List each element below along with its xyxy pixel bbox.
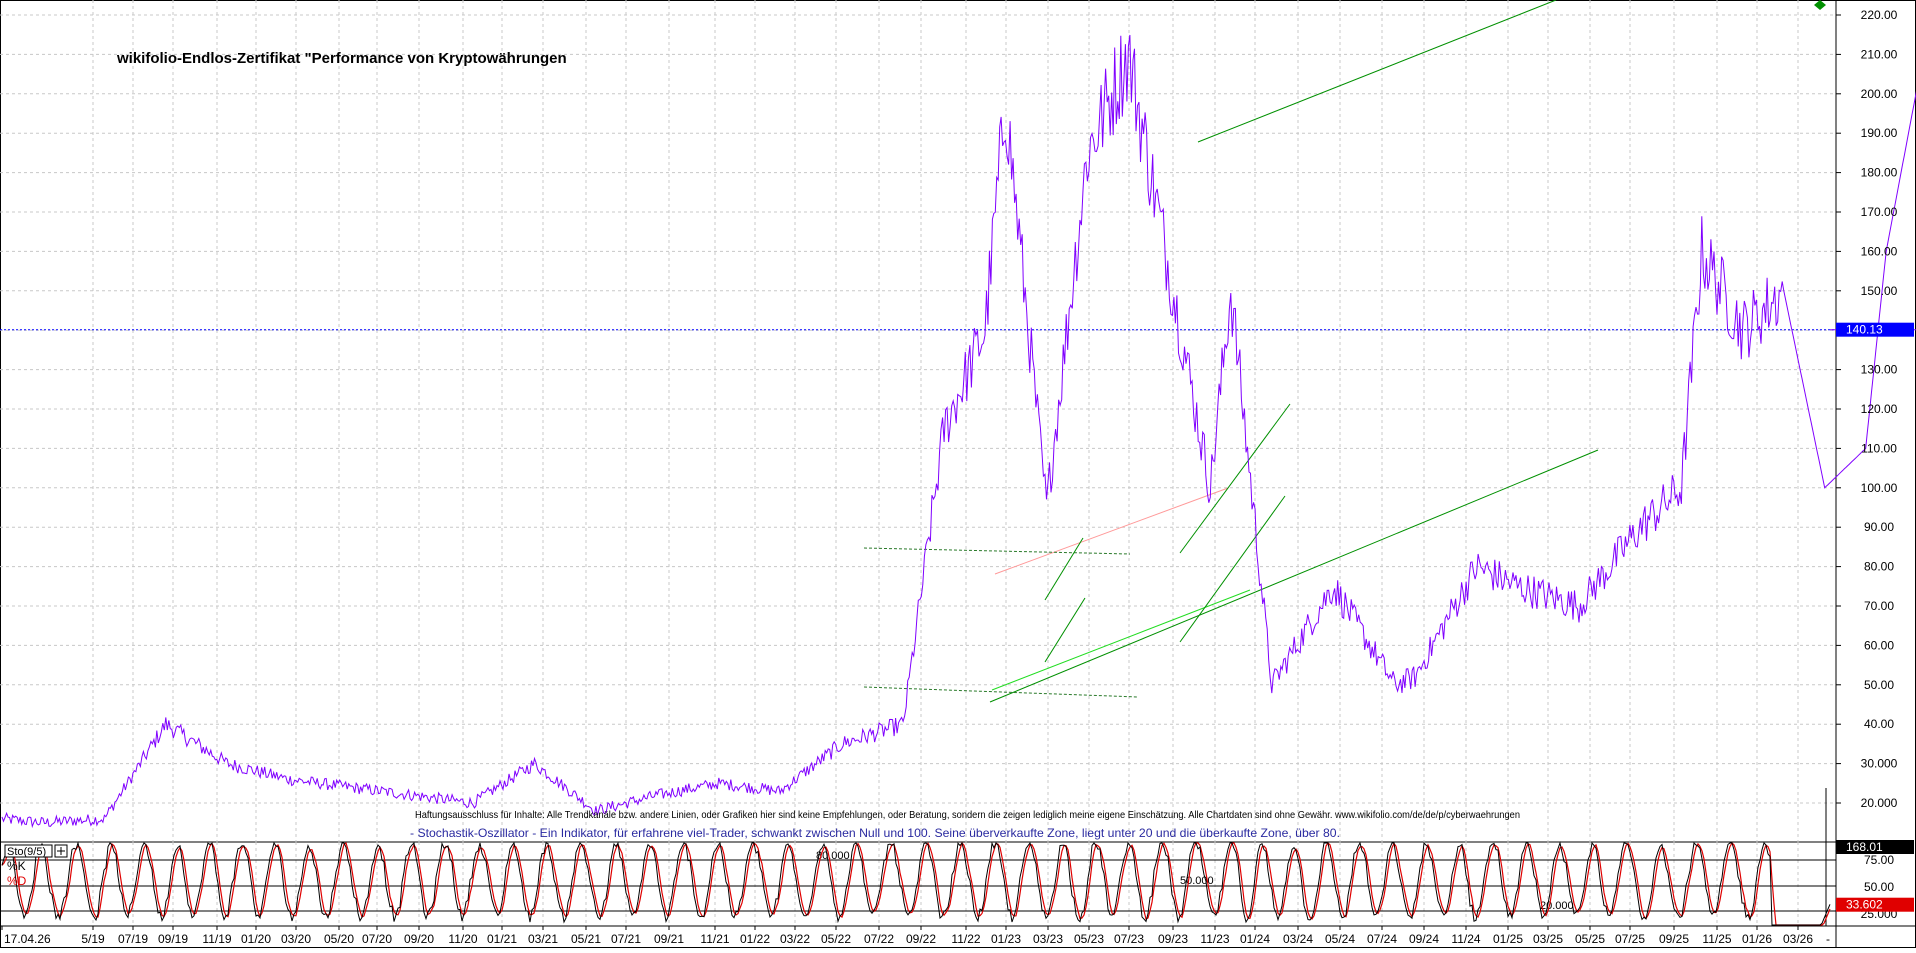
price-series-line [1,34,1916,829]
trend-line [991,589,1251,691]
top-marker-icon [1814,0,1826,10]
date-tick-label: 03/20 [281,932,311,946]
date-tick-label: 03/23 [1033,932,1063,946]
date-tick-label: 09/21 [654,932,684,946]
trend-line [1044,537,1084,601]
date-tick-label: 01/21 [487,932,517,946]
date-tick-label: 05/25 [1575,932,1605,946]
date-tick-label: 09/25 [1659,932,1689,946]
sto-value-badge [1836,897,1914,912]
trend-line [989,449,1599,703]
date-tick-label: 07/21 [611,932,641,946]
price-tick-label: 200.00 [1861,87,1898,101]
date-tick-label: 11/22 [951,932,980,946]
sto-d-label: %D [7,874,27,888]
current-value-badge [1836,322,1914,337]
price-tick-label: 30.000 [1861,757,1898,771]
date-tick-label: 01/20 [241,932,271,946]
trend-line [863,686,1139,698]
date-tick-label: 05/21 [571,932,601,946]
date-tick-label: 05/24 [1325,932,1355,946]
current-value-label: 140.13 [1846,323,1883,337]
date-tick-label: 03/25 [1533,932,1563,946]
date-tick-label: 05/22 [821,932,851,946]
date-tick-label: 11/23 [1200,932,1229,946]
date-tick-label: 07/20 [362,932,392,946]
price-tick-label: 110.00 [1861,441,1897,455]
date-tick-label: 09/23 [1158,932,1188,946]
date-tick-label: 07/19 [118,932,148,946]
date-tick-label: 5/19 [81,932,105,946]
price-tick-label: 150.00 [1861,284,1898,298]
plus-icon [57,847,65,855]
date-tick-label: 03/21 [528,932,558,946]
price-tick-label: 60.00 [1864,638,1894,652]
date-tick-label: 11/25 [1702,932,1731,946]
price-tick-label: 40.00 [1864,717,1894,731]
trend-line [1044,597,1086,663]
sto-label-box [4,844,53,858]
date-tick-label: 01/22 [740,932,770,946]
date-tick-label: 17.04.26 [4,932,51,946]
price-tick-label: 170.00 [1861,205,1898,219]
date-tick-label: 01/26 [1742,932,1772,946]
date-tick-label: 07/24 [1367,932,1397,946]
date-tick-label: 03/24 [1283,932,1313,946]
price-tick-label: 20.000 [1861,796,1898,810]
price-tick-label: 190.00 [1861,126,1898,140]
price-tick-label: 120.00 [1861,402,1898,416]
sto-level-20-label: 20.000 [1540,900,1574,912]
sto-k-line [1,841,1831,926]
sto-tick-label: 50.00 [1864,880,1894,894]
trend-line [1197,0,1557,143]
marker-value-label: 168.01 [1846,840,1883,854]
date-tick-label: 11/19 [202,932,231,946]
trend-line [994,487,1229,575]
price-tick-label: 50.00 [1864,678,1894,692]
date-tick-label: 03/26 [1783,932,1813,946]
marker-value-badge [1836,840,1914,854]
date-tick-label: 07/25 [1615,932,1645,946]
price-tick-label: 70.00 [1864,599,1894,613]
axis-end-marker: - [1826,932,1830,946]
price-tick-label: 180.00 [1861,166,1898,180]
trend-line [1179,403,1291,554]
date-tick-label: 03/22 [780,932,810,946]
date-tick-label: 11/24 [1451,932,1480,946]
trend-line [1179,495,1286,643]
date-tick-label: 05/23 [1074,932,1104,946]
price-tick-label: 210.00 [1861,47,1898,61]
chart-title: wikifolio-Endlos-Zertifikat "Performance… [116,50,567,67]
disclaimer-text: Haftungsausschluss für Inhalte: Alle Tre… [415,809,1520,821]
price-tick-label: 220.00 [1861,8,1898,22]
sto-tick-label: 75.00 [1864,853,1894,867]
sto-level-80-label: 80.000 [816,850,850,862]
sto-label: Sto(9/5) [7,846,46,858]
date-tick-label: 11/21 [700,932,729,946]
price-tick-label: 130.00 [1861,363,1898,377]
price-tick-label: 100.00 [1861,481,1898,495]
sto-value-label: 33.602 [1846,898,1883,912]
date-tick-label: 09/22 [906,932,936,946]
date-tick-label: 09/19 [158,932,188,946]
date-tick-label: 09/24 [1409,932,1439,946]
price-tick-label: 160.00 [1861,244,1898,258]
price-tick-label: 90.00 [1864,520,1894,534]
date-tick-label: 01/24 [1240,932,1270,946]
sto-k-label: %K [7,859,26,873]
date-tick-label: 01/23 [991,932,1021,946]
date-tick-label: 07/23 [1114,932,1144,946]
sto-d-line [1,841,1831,926]
trend-line [863,547,1131,555]
date-tick-label: 09/20 [404,932,434,946]
price-tick-label: 80.00 [1864,560,1894,574]
stochastic-note: - Stochastik-Oszillator - Ein Indikator,… [410,826,1340,840]
date-tick-label: 05/20 [324,932,354,946]
date-tick-label: 01/25 [1493,932,1523,946]
date-tick-label: 07/22 [864,932,894,946]
date-tick-label: 11/20 [448,932,477,946]
